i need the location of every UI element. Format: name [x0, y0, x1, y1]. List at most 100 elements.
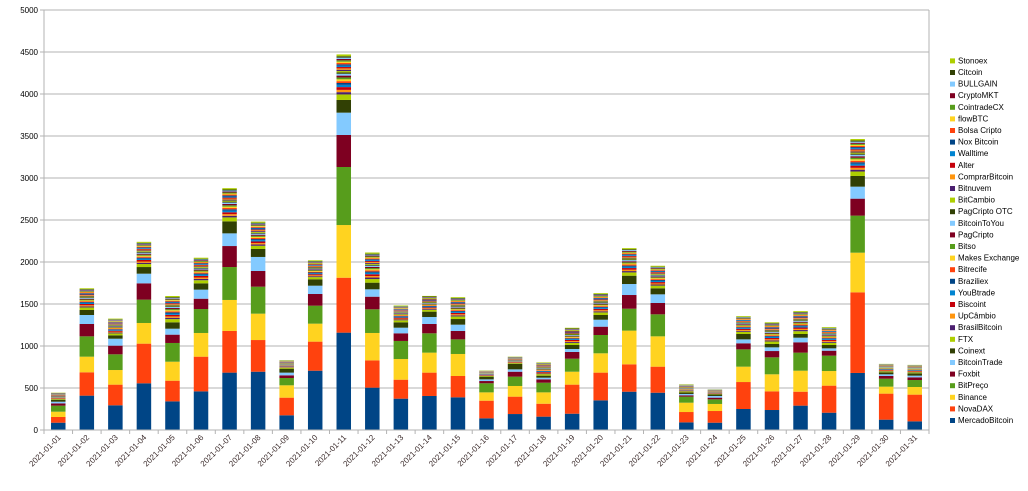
- bar-segment-binance: [536, 392, 551, 403]
- bar-segment-braziliex: [394, 316, 409, 317]
- legend-swatch: [950, 128, 955, 133]
- bar-segment-cointradecx: [108, 321, 123, 322]
- bar-segment-makes-exchange: [536, 370, 551, 371]
- bar-segment-coinext: [479, 377, 494, 380]
- bar-segment-biscoint: [451, 313, 466, 314]
- bar-segment-mercadobitcoin: [879, 420, 894, 430]
- bar-segment-foxbit: [708, 398, 723, 400]
- bar-segment-bitrecife: [137, 257, 152, 258]
- bar-segment-mercadobitcoin: [279, 415, 294, 430]
- legend-swatch: [950, 267, 955, 272]
- bar-segment-bolsa-cripto: [194, 263, 209, 264]
- bar-segment-bitnuvem: [622, 258, 637, 259]
- bar-segment-cryptomkt: [422, 298, 437, 299]
- legend-item: BitcoinTrade: [950, 358, 1003, 367]
- bar-segment-pagcripto-otc: [365, 265, 380, 266]
- bar-segment-makes-exchange: [593, 305, 608, 306]
- y-tick-label: 500: [25, 384, 39, 393]
- bar-stack-2021-01-12: [365, 253, 380, 430]
- bar-segment-bitcointoyou: [394, 313, 409, 314]
- bar-segment-bitrecife: [108, 329, 123, 330]
- bar-stack-2021-01-26: [765, 322, 780, 430]
- bar-segment-bitcambio: [394, 312, 409, 313]
- bar-segment-pagcripto: [80, 299, 95, 300]
- bar-segment-coinext: [536, 376, 551, 378]
- bar-segment-ftx: [822, 343, 837, 345]
- bar-segment-bolsa-cripto: [80, 292, 95, 293]
- bar-segment-coinext: [80, 310, 95, 315]
- bar-segment-stonoex: [651, 266, 666, 267]
- bar-segment-alter: [651, 272, 666, 273]
- bar-segment-binance: [51, 412, 66, 417]
- bar-segment-flowbtc: [108, 321, 123, 322]
- bar-segment-novadax: [651, 367, 666, 393]
- bar-segment-pagcripto-otc: [565, 334, 580, 335]
- bar-segment-ftx: [651, 286, 666, 289]
- bar-segment-bitnuvem: [222, 200, 237, 201]
- bar-segment-coinext: [822, 345, 837, 348]
- bar-stack-2021-01-27: [793, 311, 808, 430]
- bar-segment-bitcointoyou: [422, 303, 437, 304]
- bar-segment-coinext: [736, 334, 751, 339]
- bar-segment-mercadobitcoin: [308, 371, 323, 430]
- bar-segment-bitpreço: [365, 309, 380, 333]
- bar-segment-pagcripto: [822, 335, 837, 336]
- bar-segment-bitcointrade: [251, 257, 266, 271]
- bar-segment-pagcripto: [108, 327, 123, 328]
- bar-segment-bolsa-cripto: [793, 315, 808, 316]
- legend-label: CointradeCX: [958, 103, 1004, 112]
- bar-segment-youbtrade: [565, 339, 580, 340]
- bar-segment-ftx: [194, 280, 209, 283]
- bar-segment-bitcointrade: [679, 394, 694, 395]
- bar-stack-2021-01-28: [822, 327, 837, 430]
- bar-segment-bitrecife: [765, 335, 780, 336]
- bar-segment-upcâmbio: [108, 332, 123, 333]
- bar-segment-coinext: [51, 400, 66, 402]
- y-tick-label: 2500: [20, 216, 38, 225]
- legend-label: Citcoin: [958, 68, 982, 77]
- bar-segment-alter: [108, 323, 123, 324]
- bar-segment-youbtrade: [536, 371, 551, 372]
- legend-label: Biscoint: [958, 300, 987, 309]
- bar-segment-bitnuvem: [451, 305, 466, 306]
- bar-segment-youbtrade: [651, 281, 666, 282]
- bar-segment-upcâmbio: [622, 270, 637, 271]
- bar-segment-stonoex: [622, 248, 637, 249]
- bar-segment-brasilbitcoin: [793, 330, 808, 331]
- bar-segment-bitnuvem: [793, 319, 808, 320]
- bar-segment-nox-bitcoin: [622, 254, 637, 255]
- bar-segment-brasilbitcoin: [451, 315, 466, 316]
- bar-segment-ftx: [422, 310, 437, 312]
- bar-segment-foxbit: [679, 395, 694, 396]
- bar-segment-brasilbitcoin: [251, 244, 266, 245]
- bar-segment-ftx: [793, 331, 808, 334]
- bar-segment-foxbit: [279, 375, 294, 378]
- bar-stack-2021-01-01: [51, 393, 66, 430]
- bar-segment-bitpreço: [536, 383, 551, 393]
- bar-segment-bitrecife: [793, 324, 808, 325]
- bar-segment-stonoex: [536, 362, 551, 363]
- bar-segment-binance: [137, 323, 152, 344]
- bar-segment-binance: [479, 392, 494, 400]
- bar-segment-pagcripto: [365, 267, 380, 268]
- legend-swatch: [950, 314, 955, 319]
- bar-segment-nox-bitcoin: [765, 327, 780, 328]
- bar-segment-bitpreço: [907, 380, 922, 387]
- bar-segment-walltime: [622, 255, 637, 256]
- bar-segment-youbtrade: [850, 164, 865, 166]
- legend-label: Bitrecife: [958, 265, 987, 274]
- y-tick-label: 1000: [20, 342, 38, 351]
- bar-segment-coinext: [422, 312, 437, 317]
- bar-segment-cryptomkt: [736, 318, 751, 319]
- bar-segment-citcoin: [194, 259, 209, 260]
- bar-segment-flowbtc: [365, 257, 380, 258]
- bar-segment-bolsa-cripto: [736, 319, 751, 320]
- bar-segment-brasilbitcoin: [165, 318, 180, 319]
- bar-segment-novadax: [479, 401, 494, 419]
- bar-segment-bitcointrade: [394, 328, 409, 334]
- bar-stack-2021-01-19: [565, 328, 580, 430]
- bar-segment-bitnuvem: [308, 267, 323, 268]
- bar-segment-biscoint: [651, 282, 666, 283]
- legend-label: Bolsa Cripto: [958, 126, 1002, 135]
- bar-stack-2021-01-25: [736, 316, 751, 430]
